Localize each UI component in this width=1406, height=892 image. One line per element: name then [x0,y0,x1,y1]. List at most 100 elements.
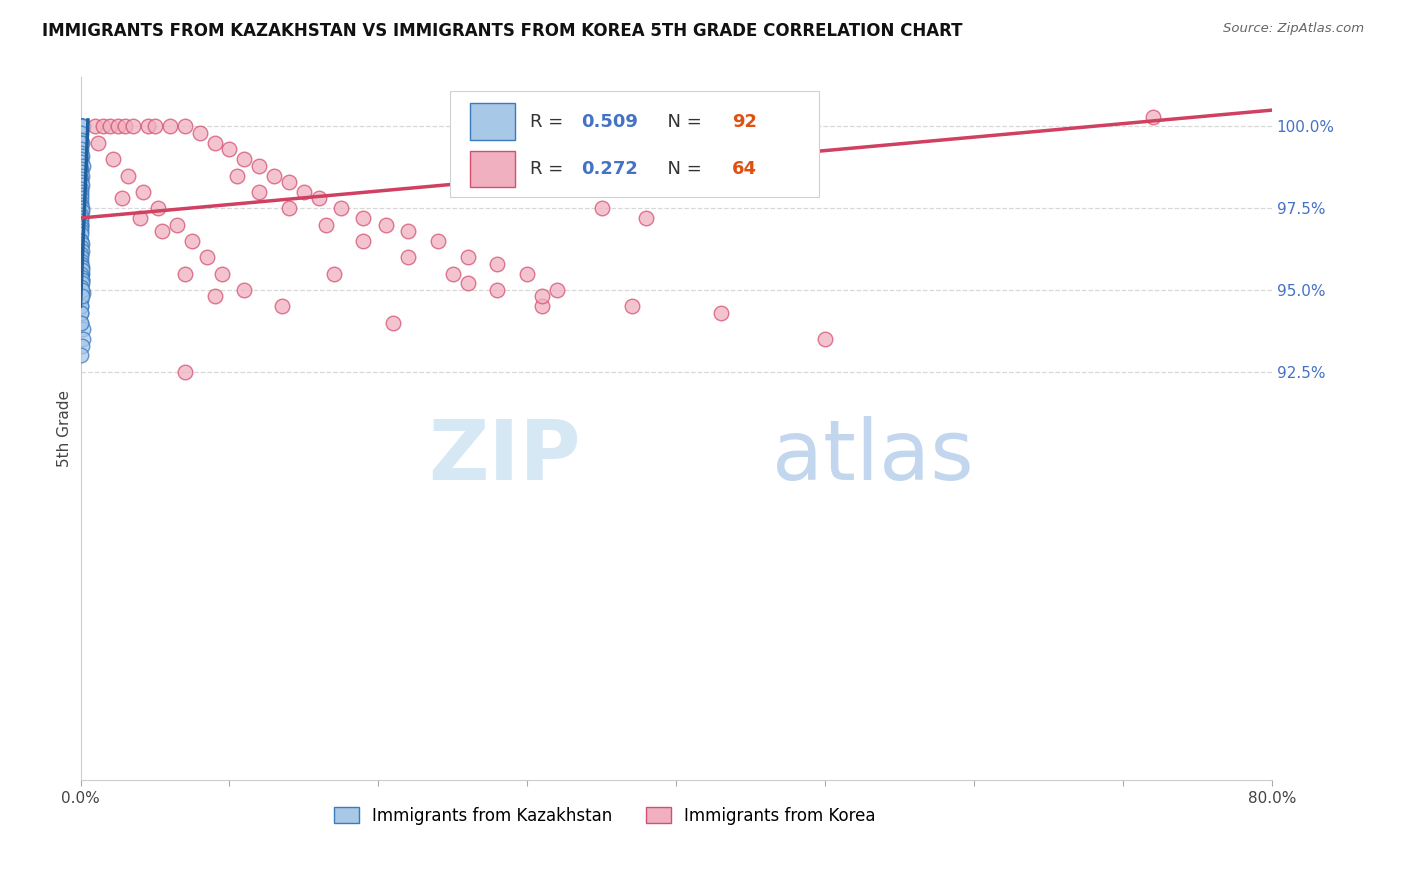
Point [69,267,91,281]
Point [98,120,121,134]
Point [132,185,155,199]
Point [69,208,91,222]
Point [486,283,509,297]
Point [396,224,419,238]
Point [69,247,91,261]
Point [70,273,93,287]
Point [70,283,93,297]
Point [121,120,143,134]
Point [70,306,93,320]
Legend: Immigrants from Kazakhstan, Immigrants from Korea: Immigrants from Kazakhstan, Immigrants f… [333,806,876,825]
Point [166,218,188,232]
Point [173,365,195,379]
Point [263,169,285,183]
Point [72,322,94,336]
Point [211,267,233,281]
Point [195,250,218,264]
Point [247,185,270,199]
Point [69,279,91,293]
Point [117,169,139,183]
Point [111,191,134,205]
Point [70,234,93,248]
Point [70,204,93,219]
Point [204,289,226,303]
Point [247,159,270,173]
Point [69,348,91,362]
Point [710,306,733,320]
Point [374,218,396,232]
Point [69,152,91,166]
Point [152,224,174,238]
Point [69,136,91,150]
Point [70,283,93,297]
Point [72,289,94,303]
Point [129,211,152,225]
Point [69,120,91,134]
Point [181,234,204,248]
Point [72,169,94,183]
Point [69,126,91,140]
Point [69,120,91,134]
Point [69,132,91,146]
Point [114,120,136,134]
Point [69,250,91,264]
Point [84,120,107,134]
Point [70,201,93,215]
Point [87,136,110,150]
Point [69,267,91,281]
Point [69,269,91,284]
Point [69,211,91,225]
Text: 92: 92 [733,112,758,131]
Text: atlas: atlas [772,417,973,498]
Point [69,283,91,297]
Point [159,120,181,134]
Point [69,260,91,274]
Point [103,152,125,166]
Point [69,289,91,303]
Point [278,201,301,215]
Point [69,316,91,330]
Point [69,267,91,281]
Point [70,338,93,352]
Point [1142,110,1164,124]
Point [69,240,91,254]
Point [69,306,91,320]
Point [69,201,91,215]
Point [69,267,91,281]
Point [69,142,91,156]
Point [72,237,94,252]
Point [546,283,568,297]
Point [531,289,554,303]
Text: 0.272: 0.272 [581,160,638,178]
Text: N =: N = [657,160,707,178]
Point [382,316,405,330]
Point [69,214,91,228]
Point [69,185,91,199]
Point [70,277,93,291]
Point [69,120,91,134]
Point [353,211,375,225]
Point [72,286,94,301]
Text: 0.509: 0.509 [581,112,638,131]
Point [233,152,256,166]
Point [620,299,643,313]
Point [531,299,554,313]
Y-axis label: 5th Grade: 5th Grade [58,391,72,467]
Point [396,250,419,264]
Point [426,234,449,248]
Point [173,120,195,134]
Point [204,136,226,150]
Point [70,178,93,193]
Point [292,185,315,199]
Point [278,175,301,189]
Point [69,277,91,291]
Point [70,260,93,274]
Point [69,234,91,248]
Point [70,253,93,268]
Point [70,279,93,293]
Point [69,171,91,186]
Point [322,267,344,281]
Point [69,161,91,176]
Point [72,332,94,346]
Point [69,120,91,134]
